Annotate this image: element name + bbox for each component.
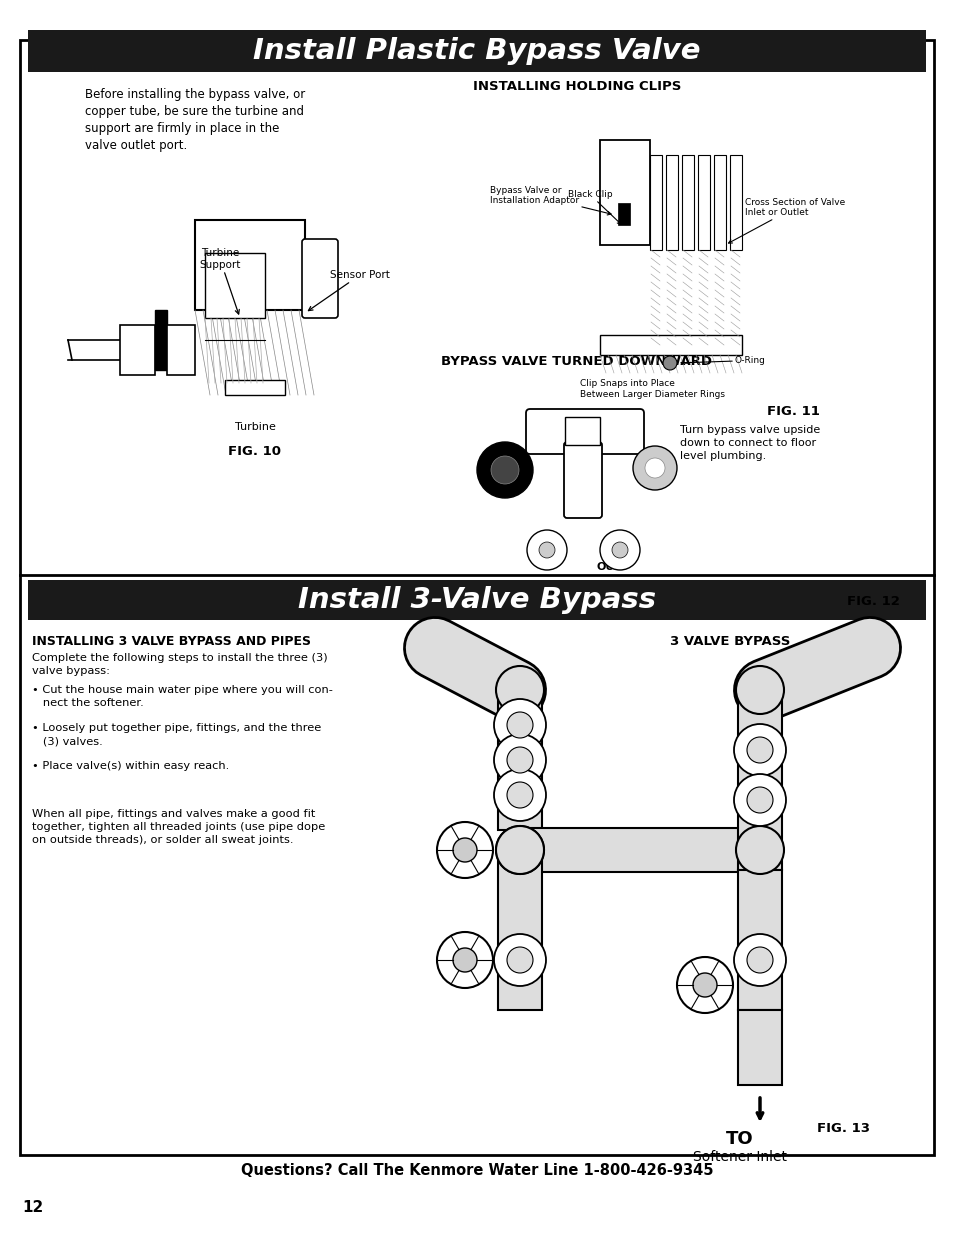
Circle shape <box>735 666 783 714</box>
Circle shape <box>494 934 545 986</box>
Bar <box>154 310 167 370</box>
Bar <box>713 156 725 249</box>
Bar <box>28 30 925 72</box>
Circle shape <box>496 826 543 874</box>
Circle shape <box>733 774 785 826</box>
Circle shape <box>436 823 493 878</box>
Text: • Cut the house main water pipe where you will con-
   nect the softener.: • Cut the house main water pipe where yo… <box>32 685 333 708</box>
Text: 3 VALVE BYPASS: 3 VALVE BYPASS <box>669 635 789 648</box>
Circle shape <box>494 699 545 751</box>
Circle shape <box>494 734 545 785</box>
Circle shape <box>496 666 543 714</box>
Bar <box>564 417 599 445</box>
Text: FIG. 12: FIG. 12 <box>846 595 899 608</box>
Text: When all pipe, fittings and valves make a good fit
together, tighten all threade: When all pipe, fittings and valves make … <box>32 809 325 846</box>
Bar <box>28 580 925 620</box>
Bar <box>205 253 265 317</box>
Text: Sensor Port: Sensor Port <box>308 270 390 311</box>
FancyBboxPatch shape <box>302 240 337 317</box>
Text: TO: TO <box>725 1130 753 1149</box>
Text: FIG. 13: FIG. 13 <box>816 1123 869 1135</box>
Bar <box>665 156 678 249</box>
Text: Questions? Call The Kenmore Water Line 1-800-426-9345: Questions? Call The Kenmore Water Line 1… <box>240 1163 713 1178</box>
Circle shape <box>453 839 476 862</box>
Circle shape <box>735 826 783 874</box>
Circle shape <box>506 747 533 773</box>
Circle shape <box>476 442 533 498</box>
Text: Bypass Valve or
Installation Adaptor: Bypass Valve or Installation Adaptor <box>490 185 611 215</box>
Bar <box>738 1010 781 1086</box>
Text: Turbine: Turbine <box>234 422 275 432</box>
Circle shape <box>506 713 533 739</box>
Bar <box>519 827 760 872</box>
Bar <box>167 325 194 375</box>
Text: 12: 12 <box>22 1200 43 1215</box>
Circle shape <box>599 530 639 571</box>
Text: • Loosely put together pipe, fittings, and the three
   (3) valves.: • Loosely put together pipe, fittings, a… <box>32 722 321 746</box>
Circle shape <box>506 782 533 808</box>
Circle shape <box>746 737 772 763</box>
FancyBboxPatch shape <box>20 40 933 1155</box>
Text: Install Plastic Bypass Valve: Install Plastic Bypass Valve <box>253 37 700 65</box>
Bar <box>120 325 154 375</box>
Text: BYPASS VALVE TURNED DOWNWARD: BYPASS VALVE TURNED DOWNWARD <box>441 354 712 368</box>
Circle shape <box>612 542 627 558</box>
Circle shape <box>677 957 732 1013</box>
Bar <box>497 690 541 830</box>
Bar <box>681 156 693 249</box>
Text: Before installing the bypass valve, or
copper tube, be sure the turbine and
supp: Before installing the bypass valve, or c… <box>85 88 305 152</box>
Circle shape <box>453 948 476 972</box>
Bar <box>599 140 649 245</box>
Circle shape <box>538 542 555 558</box>
Circle shape <box>496 826 543 874</box>
Bar <box>698 156 709 249</box>
Bar <box>618 203 629 225</box>
Circle shape <box>506 947 533 973</box>
Text: Complete the following steps to install the three (3)
valve bypass:: Complete the following steps to install … <box>32 653 327 677</box>
Text: Turbine
Support: Turbine Support <box>199 248 240 314</box>
Circle shape <box>746 787 772 813</box>
Bar <box>738 869 781 1010</box>
Bar <box>497 850 541 1010</box>
Text: IN: IN <box>543 587 556 597</box>
Text: O-Ring: O-Ring <box>680 356 765 366</box>
Circle shape <box>436 932 493 988</box>
Text: Softener Inlet: Softener Inlet <box>692 1150 786 1165</box>
Circle shape <box>733 724 785 776</box>
Circle shape <box>662 356 677 370</box>
Circle shape <box>644 458 664 478</box>
Circle shape <box>633 446 677 490</box>
Circle shape <box>692 973 717 997</box>
Text: Install 3-Valve Bypass: Install 3-Valve Bypass <box>297 585 656 614</box>
Text: FIG. 10: FIG. 10 <box>229 445 281 458</box>
Text: INSTALLING 3 VALVE BYPASS AND PIPES: INSTALLING 3 VALVE BYPASS AND PIPES <box>32 635 311 648</box>
Text: Turn bypass valve upside
down to connect to floor
level plumbing.: Turn bypass valve upside down to connect… <box>679 425 820 462</box>
Text: OUT: OUT <box>597 562 622 572</box>
FancyBboxPatch shape <box>563 442 601 517</box>
Text: Clip Snaps into Place
Between Larger Diameter Rings: Clip Snaps into Place Between Larger Dia… <box>579 379 724 399</box>
Circle shape <box>733 934 785 986</box>
Text: • Place valve(s) within easy reach.: • Place valve(s) within easy reach. <box>32 761 229 771</box>
Text: Black Clip: Black Clip <box>567 190 620 225</box>
Bar <box>225 380 285 395</box>
Bar <box>599 335 741 354</box>
Circle shape <box>746 947 772 973</box>
FancyBboxPatch shape <box>525 409 643 454</box>
Text: INSTALLING HOLDING CLIPS: INSTALLING HOLDING CLIPS <box>473 80 680 93</box>
Circle shape <box>494 769 545 821</box>
Text: FIG. 11: FIG. 11 <box>766 405 820 417</box>
Bar <box>649 156 661 249</box>
Circle shape <box>491 456 518 484</box>
Text: Cross Section of Valve
Inlet or Outlet: Cross Section of Valve Inlet or Outlet <box>728 198 844 243</box>
Bar <box>738 690 781 869</box>
Bar <box>729 156 741 249</box>
Circle shape <box>526 530 566 571</box>
Bar <box>194 220 305 310</box>
